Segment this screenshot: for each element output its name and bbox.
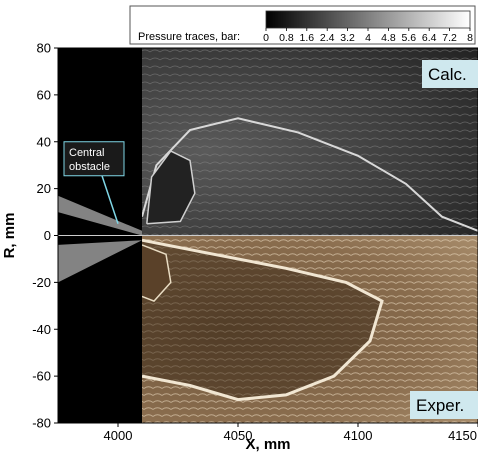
colorbar-tick-label: 6.4: [422, 32, 437, 44]
y-tick-label: 20: [37, 181, 51, 196]
y-tick-label: 80: [37, 41, 51, 56]
x-tick-label: 4100: [344, 428, 373, 443]
jet-lower: [58, 240, 142, 283]
annotation: Central obstacle: [63, 141, 125, 225]
annotation-line-2: obstacle: [69, 161, 110, 173]
y-tick-label: -40: [32, 322, 51, 337]
colorbar: Pressure traces, bar: 0 0.8 1.6 2.4 3.2 4 4.8 5…: [129, 5, 476, 45]
exper-vortex: [141, 244, 172, 302]
x-tick-label: 4050: [224, 428, 253, 443]
exper-label-box: Exper.: [410, 391, 478, 419]
y-tick-label: 60: [37, 87, 51, 102]
x-tick-label: 4000: [104, 428, 133, 443]
x-tick-label: 4150: [448, 428, 477, 443]
calc-label-bg: [422, 60, 478, 88]
calc-label: Calc.: [428, 65, 467, 84]
colorbar-tick-label: 8: [467, 32, 473, 44]
colorbar-tick-label: 0: [263, 32, 269, 44]
colorbar-tick-label: 3.2: [340, 32, 355, 44]
annotation-line-1: Central: [69, 147, 104, 159]
y-tick-label: -80: [32, 416, 51, 431]
y-tick-label: 0: [44, 228, 51, 243]
colorbar-tick-label: 2.4: [320, 32, 335, 44]
plot-area: [58, 48, 478, 423]
annotation-arrow: [101, 175, 119, 225]
calc-shock-front: [141, 117, 478, 232]
y-axis-label: R, mm: [1, 213, 18, 259]
y-tick-label: 40: [37, 134, 51, 149]
colorbar-tick-label: 0.8: [279, 32, 294, 44]
y-tick-label: -60: [32, 369, 51, 384]
colorbar-tick-label: 5.6: [401, 32, 416, 44]
x-axis-label: X, mm: [245, 436, 290, 453]
colorbar-label: Pressure traces, bar:: [138, 31, 240, 43]
calc-vortex: [146, 150, 196, 225]
exper-label: Exper.: [416, 396, 464, 415]
colorbar-tick-label: 7.2: [442, 32, 457, 44]
y-tick-label: -20: [32, 275, 51, 290]
annotation-box: [63, 141, 125, 177]
colorbar-gradient: [265, 10, 471, 29]
exper-label-bg: [410, 391, 478, 419]
colorbar-tick-label: 1.6: [299, 32, 314, 44]
jet-upper: [58, 195, 142, 236]
colorbar-tick-label: 4.8: [381, 32, 396, 44]
exper-shock-front: [141, 238, 384, 402]
calc-label-box: Calc.: [422, 60, 478, 88]
colorbar-tick-label: 4: [365, 32, 371, 44]
